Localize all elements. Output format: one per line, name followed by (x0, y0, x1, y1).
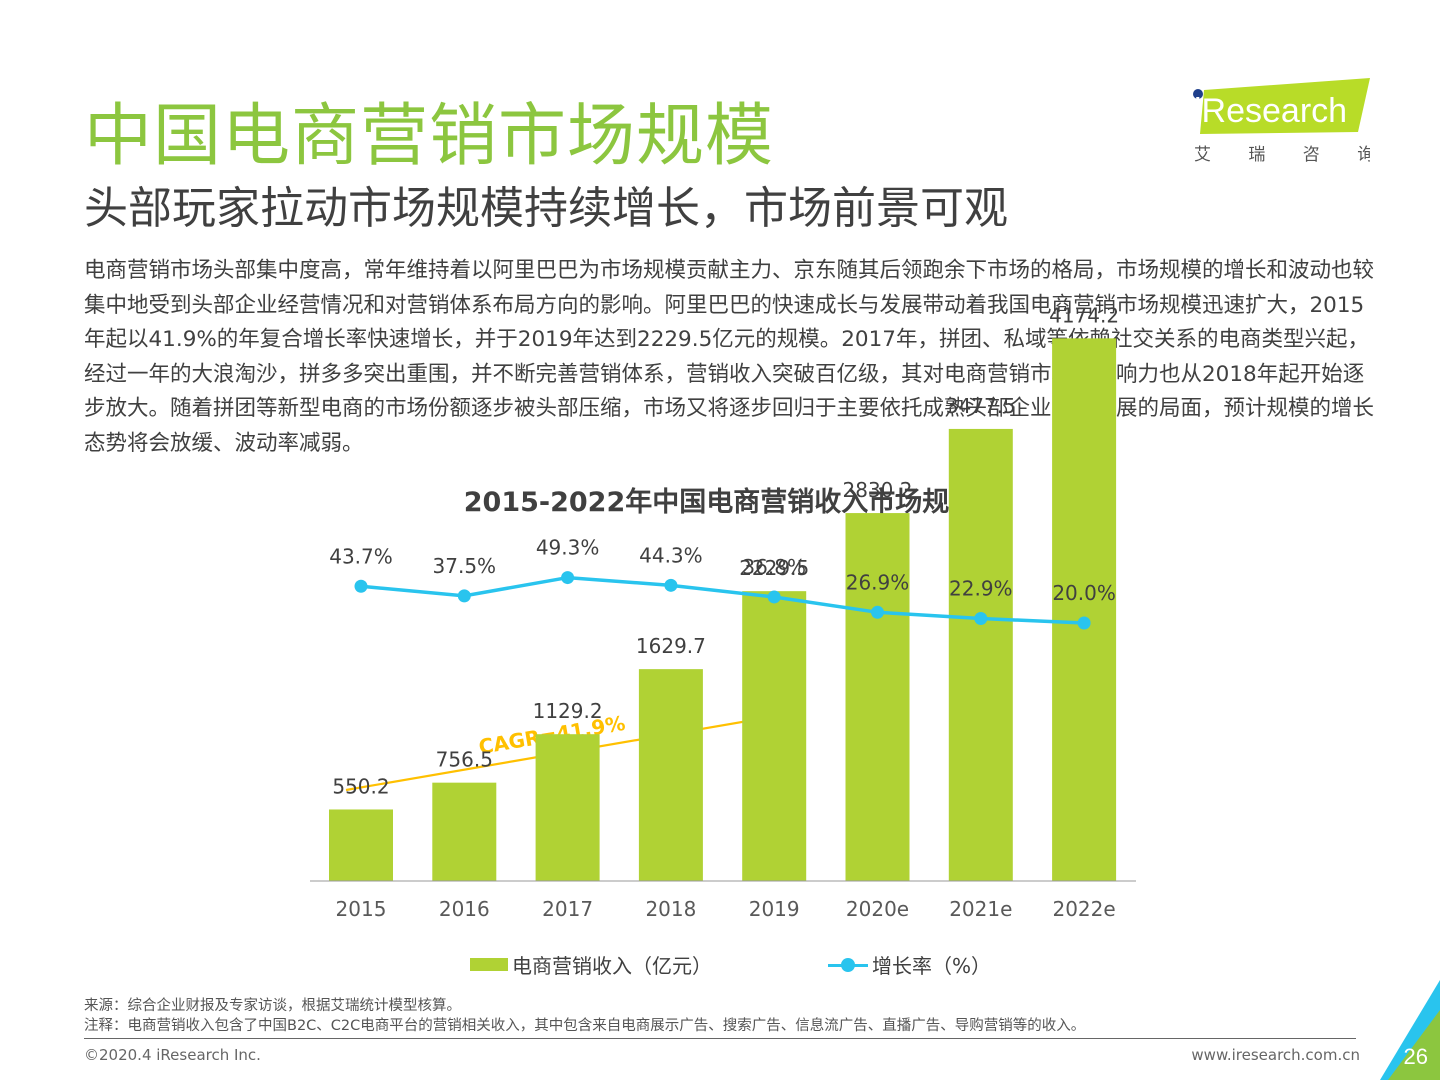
x-tick-label-2022e: 2022e (1052, 897, 1115, 921)
legend-line-swatch (828, 955, 868, 975)
bar-2015 (329, 809, 393, 881)
bar-value-label-2021e: 3477.5 (946, 394, 1016, 418)
legend-item-revenue: 电商营销收入（亿元） (470, 950, 712, 979)
bar-value-label-2018: 1629.7 (636, 634, 706, 658)
growth-point-2021e (974, 612, 988, 626)
x-tick-label-2017: 2017 (542, 897, 593, 921)
source-note: 来源：综合企业财报及专家访谈，根据艾瑞统计模型核算。 (84, 998, 461, 1014)
remark-note: 注释：电商营销收入包含了中国B2C、C2C电商平台的营销相关收入，其中包含来自电… (84, 1018, 1086, 1034)
footer-divider (84, 1038, 1356, 1039)
legend-label-growth: 增长率（%） (872, 954, 992, 978)
x-tick-label-2018: 2018 (645, 897, 696, 921)
bar-2022e (1052, 338, 1117, 881)
legend-item-growth: 增长率（%） (828, 950, 991, 979)
x-tick-label-2016: 2016 (439, 897, 490, 921)
page-number: 26 (1403, 1044, 1428, 1069)
legend-label-revenue: 电商营销收入（亿元） (512, 954, 712, 978)
growth-value-label-2020e: 26.9% (846, 570, 910, 594)
bar-value-label-2019: 2229.5 (739, 556, 809, 580)
copyright: ©2020.4 iResearch Inc. (84, 1046, 261, 1064)
growth-point-2017 (561, 571, 575, 585)
growth-point-2018 (664, 578, 678, 592)
growth-value-label-2015: 43.7% (329, 544, 393, 568)
bar-value-label-2020e: 2830.2 (843, 478, 913, 502)
iresearch-logo: iResearch 艾 瑞 咨 询 (1190, 76, 1374, 166)
bar-2017 (535, 734, 600, 881)
body-paragraph: 电商营销市场头部集中度高，常年维持着以阿里巴巴为市场规模贡献主力、京东随其后领跑… (84, 258, 1375, 456)
bar-value-label-2016: 756.5 (436, 748, 493, 772)
x-tick-label-2015: 2015 (336, 897, 387, 921)
logo-tagline: 艾 瑞 咨 询 (1194, 145, 1370, 165)
growth-point-2016 (457, 589, 471, 603)
growth-point-2015 (354, 579, 368, 593)
growth-point-2020e (871, 605, 884, 619)
growth-value-label-2021e: 22.9% (949, 577, 1013, 601)
logo-brand-text: iResearch (1194, 92, 1347, 130)
legend-bar-swatch (470, 958, 508, 971)
x-tick-label-2021e: 2021e (949, 897, 1012, 921)
logo-dot (1193, 89, 1203, 99)
bar-2021e (948, 428, 1013, 881)
bar-value-label-2015: 550.2 (332, 774, 389, 798)
growth-rate-line (360, 575, 1085, 625)
logo-banner (1200, 78, 1370, 134)
growth-value-label-2022e: 20.0% (1052, 581, 1116, 605)
growth-value-label-2017: 49.3% (536, 536, 600, 560)
chart-title: 2015-2022年中国电商营销收入市场规模 (463, 487, 977, 518)
bar-value-label-2022e: 4174.2 (1049, 303, 1119, 327)
bar-2020e (845, 513, 910, 881)
website-url: www.iresearch.com.cn (1191, 1046, 1360, 1064)
page-title: 中国电商营销市场规模 (84, 97, 775, 176)
x-tick-label-2019: 2019 (749, 897, 800, 921)
bar-2016 (432, 782, 497, 881)
growth-point-2022e (1077, 616, 1091, 630)
bar-2019 (742, 591, 807, 881)
growth-value-label-2016: 37.5% (433, 554, 497, 578)
corner-decoration (1380, 980, 1440, 1080)
page-subtitle: 头部玩家拉动市场规模持续增长，市场前景可观 (84, 183, 1008, 234)
growth-point-2019 (767, 590, 781, 604)
bar-value-label-2017: 1129.2 (533, 699, 603, 723)
x-tick-label-2020e: 2020e (846, 897, 909, 921)
growth-value-label-2019: 36.8% (742, 555, 806, 579)
growth-value-label-2018: 44.3% (639, 543, 703, 567)
bar-2018 (638, 669, 703, 881)
